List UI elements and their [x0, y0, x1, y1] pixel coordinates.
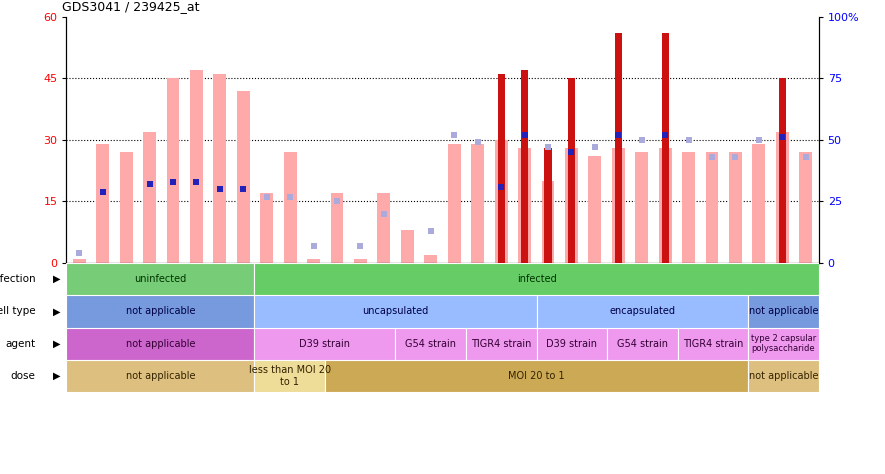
- Bar: [612, 148, 625, 263]
- Text: ▶: ▶: [53, 274, 60, 284]
- Text: infection: infection: [0, 274, 35, 284]
- Bar: [73, 259, 86, 263]
- Bar: [518, 148, 531, 263]
- Bar: [424, 255, 437, 263]
- Bar: [658, 148, 672, 263]
- Bar: [354, 259, 367, 263]
- Bar: [166, 78, 180, 263]
- Text: MOI 20 to 1: MOI 20 to 1: [508, 371, 565, 381]
- Text: less than MOI 20
to 1: less than MOI 20 to 1: [249, 365, 331, 387]
- Bar: [748, 360, 819, 392]
- Text: D39 strain: D39 strain: [299, 338, 350, 349]
- Bar: [255, 360, 325, 392]
- Bar: [662, 33, 669, 263]
- Bar: [729, 152, 742, 263]
- Text: type 2 capsular
polysaccharide: type 2 capsular polysaccharide: [750, 334, 816, 353]
- Bar: [705, 152, 719, 263]
- Bar: [378, 193, 390, 263]
- Text: ▶: ▶: [53, 338, 60, 349]
- Bar: [748, 295, 819, 328]
- Bar: [589, 156, 601, 263]
- Bar: [521, 70, 528, 263]
- Bar: [748, 328, 819, 360]
- Bar: [615, 33, 622, 263]
- Text: G54 strain: G54 strain: [405, 338, 457, 349]
- Text: not applicable: not applicable: [126, 338, 196, 349]
- Text: not applicable: not applicable: [126, 306, 196, 317]
- Bar: [607, 328, 678, 360]
- Bar: [96, 144, 109, 263]
- Text: not applicable: not applicable: [749, 306, 818, 317]
- Bar: [799, 152, 812, 263]
- Bar: [682, 152, 695, 263]
- Bar: [466, 328, 536, 360]
- Text: TIGR4 strain: TIGR4 strain: [682, 338, 743, 349]
- Text: ▶: ▶: [53, 306, 60, 317]
- Text: ▶: ▶: [53, 371, 60, 381]
- Bar: [260, 193, 273, 263]
- Bar: [779, 78, 786, 263]
- Bar: [255, 295, 536, 328]
- Text: TIGR4 strain: TIGR4 strain: [471, 338, 532, 349]
- Bar: [325, 360, 748, 392]
- Bar: [66, 328, 255, 360]
- Bar: [66, 263, 255, 295]
- Bar: [255, 328, 396, 360]
- Bar: [497, 74, 504, 263]
- Bar: [331, 193, 343, 263]
- Bar: [255, 263, 819, 295]
- Text: uncapsulated: uncapsulated: [362, 306, 428, 317]
- Bar: [565, 148, 578, 263]
- Text: not applicable: not applicable: [749, 371, 818, 381]
- Text: G54 strain: G54 strain: [617, 338, 668, 349]
- Bar: [401, 230, 414, 263]
- Bar: [143, 132, 156, 263]
- Bar: [396, 328, 466, 360]
- Bar: [448, 144, 461, 263]
- Text: GDS3041 / 239425_at: GDS3041 / 239425_at: [62, 0, 199, 13]
- Bar: [284, 152, 296, 263]
- Text: not applicable: not applicable: [126, 371, 196, 381]
- Text: infected: infected: [517, 274, 557, 284]
- Bar: [678, 328, 748, 360]
- Bar: [544, 148, 551, 263]
- Text: D39 strain: D39 strain: [546, 338, 597, 349]
- Bar: [752, 144, 766, 263]
- Bar: [542, 181, 554, 263]
- Bar: [190, 70, 203, 263]
- Bar: [66, 295, 255, 328]
- Text: cell type: cell type: [0, 306, 35, 317]
- Text: dose: dose: [11, 371, 35, 381]
- Bar: [307, 259, 320, 263]
- Bar: [495, 140, 507, 263]
- Text: encapsulated: encapsulated: [609, 306, 675, 317]
- Bar: [471, 144, 484, 263]
- Text: agent: agent: [5, 338, 35, 349]
- Bar: [213, 74, 227, 263]
- Bar: [568, 78, 575, 263]
- Text: uninfected: uninfected: [135, 274, 187, 284]
- Bar: [237, 91, 250, 263]
- Bar: [119, 152, 133, 263]
- Bar: [536, 295, 748, 328]
- Bar: [536, 328, 607, 360]
- Bar: [66, 360, 255, 392]
- Bar: [635, 152, 648, 263]
- Bar: [776, 132, 789, 263]
